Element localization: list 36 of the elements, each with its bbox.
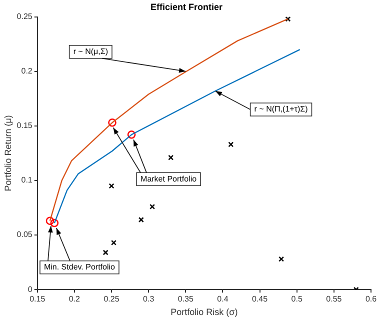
point: [108, 183, 114, 189]
x-tick-label: 0.45: [252, 294, 268, 304]
y-tick-label: 0.2: [21, 66, 33, 76]
point: [278, 256, 284, 262]
x-tick-label: 0.35: [178, 294, 194, 304]
y-tick-label: 0.25: [16, 12, 33, 22]
y-tick-label: 0.1: [21, 176, 33, 185]
x-tick-label: 0.6: [365, 294, 378, 304]
annotation: r ~ N(Π,(1+τ)Σ): [254, 104, 308, 114]
x-tick-label: 0.55: [326, 294, 342, 304]
point: [150, 204, 156, 210]
point: [127, 130, 136, 139]
point: [108, 118, 116, 127]
chart-title: Efficient Frontier: [150, 2, 223, 12]
point: [138, 216, 144, 223]
point: [110, 240, 117, 246]
point: [168, 154, 174, 160]
point: [285, 16, 291, 22]
x-tick-label: 0.5: [291, 294, 303, 304]
y-tick-label: 0.15: [16, 121, 33, 130]
point: [102, 250, 108, 256]
y-axis-title: Portfolio Return (μ): [2, 115, 13, 192]
y-tick-label: 0: [28, 284, 33, 294]
x-tick-label: 0.25: [104, 294, 120, 304]
x-tick-label: 0.15: [30, 294, 46, 304]
annotation: Market Portfolio: [140, 174, 198, 184]
point: [228, 142, 234, 148]
x-tick-label: 0.4: [217, 294, 229, 304]
annotation: Min. Stdev. Portfolio: [44, 262, 116, 272]
point: [50, 218, 59, 228]
point: [46, 216, 54, 226]
x-tick-label: 0.2: [68, 294, 81, 304]
x-tick-label: 0.3: [143, 294, 155, 304]
x-axis-title: Portfolio Risk (σ): [170, 307, 238, 318]
y-tick-label: 0.05: [16, 230, 33, 240]
annotation: r ~ N(μ,Σ): [73, 47, 108, 56]
